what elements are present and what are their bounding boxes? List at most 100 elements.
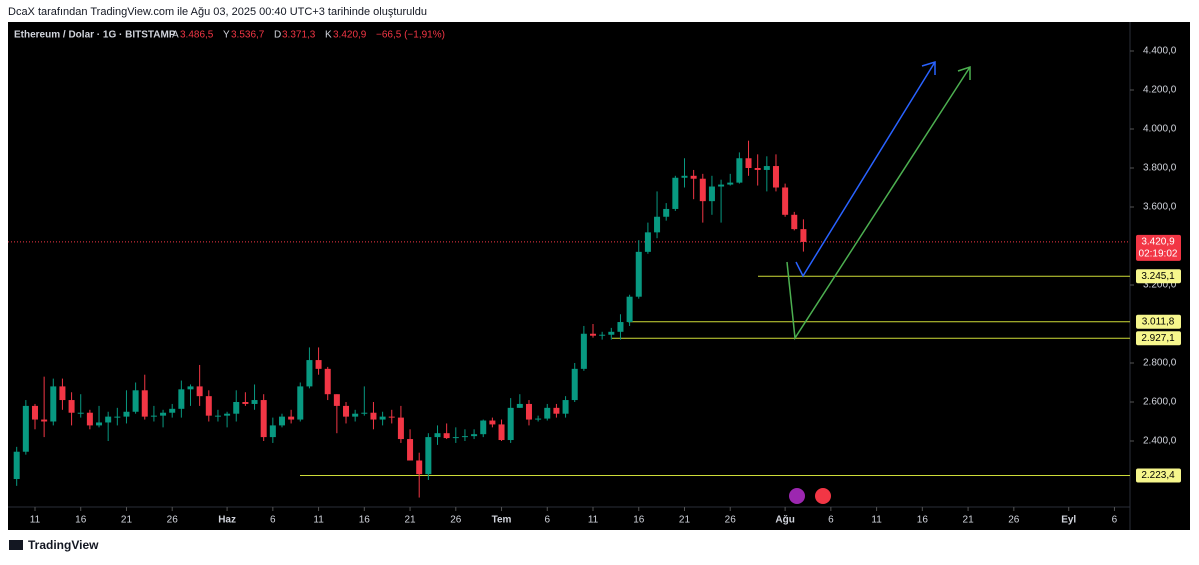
candle-body: [672, 177, 679, 209]
candle-body: [663, 208, 670, 217]
candle-body: [388, 416, 395, 418]
candle-body: [13, 451, 20, 480]
x-tick-label: 16: [359, 515, 371, 526]
candle-body: [50, 386, 57, 422]
x-tick-label: Tem: [492, 515, 512, 526]
blue-arrow: [795, 61, 936, 278]
candle-body: [535, 418, 542, 420]
candle-body: [617, 322, 624, 332]
candle-body: [77, 412, 84, 414]
candle-body: [480, 420, 487, 435]
candle-body: [754, 167, 761, 170]
x-tick-label: 11: [588, 515, 599, 526]
candle-body: [260, 400, 267, 438]
candle-body: [800, 229, 807, 242]
candle-body: [150, 415, 157, 417]
candle-body: [324, 368, 331, 395]
level-label-bg: [1136, 468, 1181, 483]
legend-item: 3.420,9: [333, 30, 367, 41]
candle-body: [635, 251, 642, 297]
level-label-bg: [1136, 331, 1181, 346]
candle-body: [96, 422, 103, 426]
candle-body: [407, 439, 414, 461]
x-tick-label: 26: [450, 515, 462, 526]
x-tick-label: Ağu: [775, 515, 794, 526]
x-tick-label: 21: [404, 515, 416, 526]
candle-body: [690, 175, 697, 179]
candle-body: [416, 460, 423, 475]
symbol-title: Ethereum / Dolar · 1G · BITSTAMP: [14, 30, 176, 41]
candle-body: [306, 360, 313, 387]
candle-body: [763, 166, 770, 170]
y-tick-label: 3.600,0: [1143, 202, 1177, 213]
candle-body: [571, 368, 578, 401]
brand: TradingView: [28, 538, 99, 552]
y-tick-label: 2.400,0: [1143, 436, 1177, 447]
candle-body: [315, 360, 322, 369]
candle-body: [31, 405, 38, 420]
level-label: 3.011,8: [1142, 316, 1175, 327]
legend-item: D: [274, 30, 281, 41]
candle-body: [214, 415, 221, 417]
legend-item: 3.486,5: [180, 30, 214, 41]
legend: Ethereum / Dolar · 1G · BITSTAMP A 3.486,…: [14, 30, 445, 41]
y-tick-label: 2.800,0: [1143, 358, 1177, 369]
legend-item: −66,5 (−1,91%): [376, 30, 445, 41]
x-tick-label: 6: [270, 515, 276, 526]
level-label: 2.223,4: [1141, 470, 1175, 481]
candle-body: [580, 333, 587, 369]
candle-body: [516, 403, 523, 408]
candle-body: [772, 166, 779, 188]
candle-body: [123, 411, 130, 417]
candle-body: [297, 386, 304, 420]
candle-body: [205, 396, 212, 416]
candle-body: [59, 386, 66, 401]
candle-body: [352, 413, 359, 417]
candle-body: [544, 407, 551, 419]
x-tick-label: 16: [917, 515, 929, 526]
x-tick-label: 16: [633, 515, 645, 526]
x-tick-label: 26: [1008, 515, 1020, 526]
candle-body: [590, 333, 597, 336]
candle-body: [278, 416, 285, 426]
candle-body: [718, 184, 725, 187]
level-label-bg: [1136, 314, 1181, 329]
candle-body: [224, 413, 231, 416]
candle-body: [745, 158, 752, 168]
candle-body: [178, 389, 185, 409]
green-arrow: [786, 66, 971, 341]
x-tick-label: 21: [679, 515, 691, 526]
y-tick-label: 4.000,0: [1143, 124, 1177, 135]
candle-body: [397, 417, 404, 440]
candle-body: [196, 386, 203, 397]
candle-body: [461, 436, 468, 438]
candle-body: [141, 390, 148, 417]
candle-body: [443, 433, 450, 439]
candle-body: [608, 331, 615, 335]
x-tick-label: Haz: [218, 515, 236, 526]
x-tick-label: 26: [725, 515, 737, 526]
candle-body: [160, 412, 167, 416]
candle-body: [288, 416, 295, 420]
x-tick-label: 11: [313, 515, 324, 526]
candle-body: [599, 334, 606, 336]
candle-body: [434, 433, 441, 438]
event-icon[interactable]: [815, 488, 831, 504]
legend-item: A: [172, 30, 179, 41]
x-tick-label: 11: [871, 515, 882, 526]
candle-body: [233, 402, 240, 414]
footer: [0, 530, 1199, 560]
event-icon[interactable]: [789, 488, 805, 504]
y-tick-label: 4.400,0: [1143, 46, 1177, 57]
candle-body: [736, 158, 743, 183]
level-label: 2.927,1: [1141, 333, 1175, 344]
x-tick-label: 6: [544, 515, 550, 526]
candle-body: [269, 425, 276, 438]
candle-body: [333, 394, 340, 406]
level-label: 3.245,1: [1141, 271, 1175, 282]
y-tick-label: 3.200,0: [1143, 280, 1177, 291]
candle-body: [370, 412, 377, 420]
x-tick-label: 26: [167, 515, 179, 526]
y-tick-label: 3.800,0: [1143, 163, 1177, 174]
